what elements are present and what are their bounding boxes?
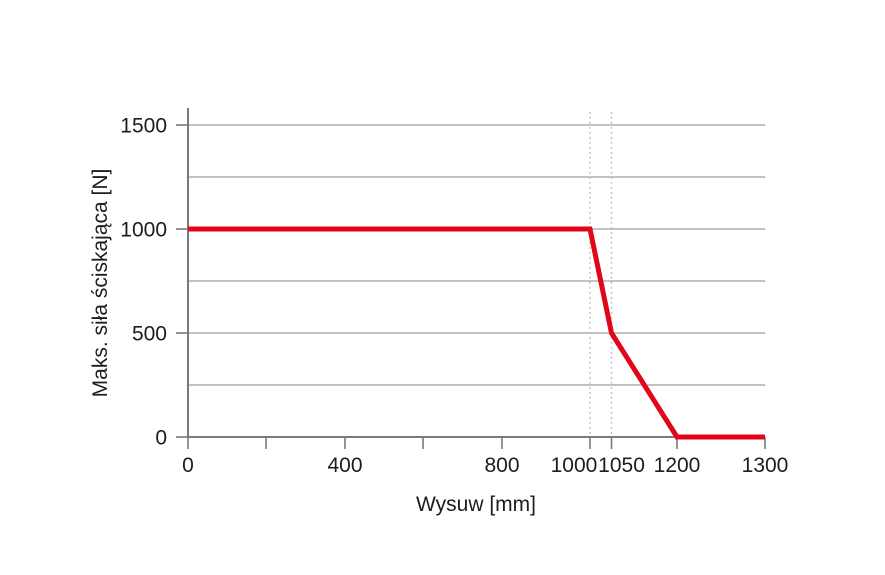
- gridlines-layer: [188, 124, 765, 386]
- x-tick-label: 1050: [598, 454, 645, 477]
- series-layer: [188, 226, 765, 440]
- x-tick-label: 0: [182, 454, 194, 477]
- y-tick-label: 1500: [120, 114, 167, 137]
- y-tick-label: 0: [155, 426, 167, 449]
- x-tick-label: 1000: [551, 454, 598, 477]
- y-tick-label: 1000: [120, 218, 167, 241]
- x-tick-label: 800: [484, 454, 519, 477]
- x-tick-label: 400: [327, 454, 362, 477]
- x-axis-title: Wysuw [mm]: [416, 493, 536, 516]
- x-tick-label: 1200: [654, 454, 701, 477]
- x-tick-label: 1300: [742, 454, 789, 477]
- reference-lines-layer: [589, 112, 613, 437]
- series-line: [188, 226, 765, 440]
- y-axis-title: Maks. siła ściskająca [N]: [89, 169, 112, 398]
- axes-layer: [176, 108, 766, 449]
- y-tick-label: 500: [132, 322, 167, 345]
